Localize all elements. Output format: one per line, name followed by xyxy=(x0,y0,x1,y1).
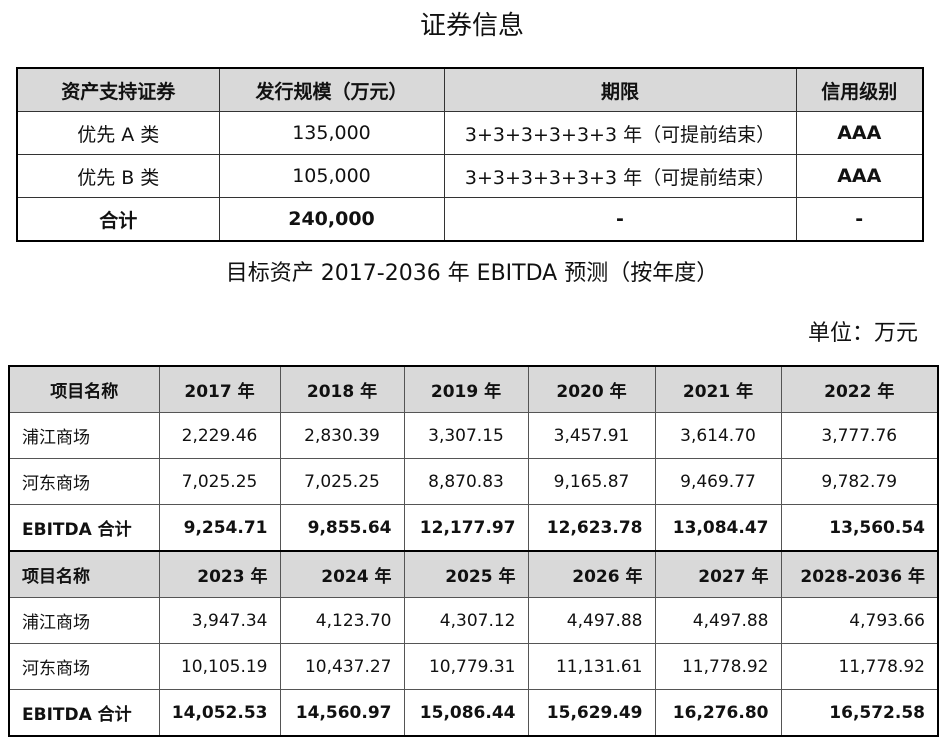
security-name: 优先 B 类 xyxy=(16,154,220,198)
row-label: 河东商场 xyxy=(8,643,160,690)
unit-label: 单位：万元 xyxy=(807,321,918,346)
table-header-row: 项目名称 2017 年 2018 年 2019 年 2020 年 2021 年 … xyxy=(8,365,939,413)
issue-size: 105,000 xyxy=(218,154,445,198)
table-cell: 11,778.92 xyxy=(780,643,939,690)
table-cell: 12,177.97 xyxy=(403,504,529,552)
column-header: 2028-2036 年 xyxy=(780,550,939,598)
table-cell: 16,276.80 xyxy=(654,689,782,737)
total-row: 合计 240,000 - - xyxy=(16,197,924,242)
table-cell: 10,105.19 xyxy=(158,643,281,690)
column-header: 项目名称 xyxy=(8,550,160,598)
table-cell: 3,457.91 xyxy=(527,412,656,459)
table-cell: 2,830.39 xyxy=(279,412,405,459)
column-header: 2021 年 xyxy=(654,365,782,413)
table-cell: 9,855.64 xyxy=(279,504,405,552)
table-cell: 12,623.78 xyxy=(527,504,656,552)
table-row: 浦江商场 2,229.46 2,830.39 3,307.15 3,457.91… xyxy=(8,412,939,459)
table-header-row: 项目名称 2023 年 2024 年 2025 年 2026 年 2027 年 … xyxy=(8,550,939,598)
table-row: 优先 B 类 105,000 3+3+3+3+3+3 年（可提前结束） AAA xyxy=(16,154,924,198)
column-header: 发行规模（万元） xyxy=(218,67,445,112)
table-header-row: 资产支持证券 发行规模（万元） 期限 信用级别 xyxy=(16,67,924,112)
table-cell: 3,307.15 xyxy=(403,412,529,459)
row-label: 河东商场 xyxy=(8,458,160,505)
column-header: 信用级别 xyxy=(795,67,924,112)
table-cell: 4,497.88 xyxy=(654,597,782,644)
row-label: EBITDA 合计 xyxy=(8,504,160,552)
total-row: EBITDA 合计 9,254.71 9,855.64 12,177.97 12… xyxy=(8,504,939,552)
table-cell: 9,165.87 xyxy=(527,458,656,505)
table-cell: 9,469.77 xyxy=(654,458,782,505)
credit-rating: AAA xyxy=(795,111,924,155)
column-header: 2025 年 xyxy=(403,550,529,598)
table-cell: 15,086.44 xyxy=(403,689,529,737)
table-cell: 8,870.83 xyxy=(403,458,529,505)
table-cell: 11,778.92 xyxy=(654,643,782,690)
column-header: 2017 年 xyxy=(158,365,281,413)
column-header: 2022 年 xyxy=(780,365,939,413)
row-label: EBITDA 合计 xyxy=(8,689,160,737)
row-label: 浦江商场 xyxy=(8,412,160,459)
ebitda-title: 目标资产 2017-2036 年 EBITDA 预测（按年度） xyxy=(225,261,719,286)
total-row: EBITDA 合计 14,052.53 14,560.97 15,086.44 … xyxy=(8,689,939,737)
term: - xyxy=(443,197,797,242)
table-cell: 3,614.70 xyxy=(654,412,782,459)
security-name: 合计 xyxy=(16,197,220,242)
column-header: 2026 年 xyxy=(527,550,656,598)
term: 3+3+3+3+3+3 年（可提前结束） xyxy=(443,111,797,155)
table-cell: 2,229.46 xyxy=(158,412,281,459)
column-header: 2027 年 xyxy=(654,550,782,598)
table-cell: 13,560.54 xyxy=(780,504,939,552)
table-cell: 3,777.76 xyxy=(780,412,939,459)
table-cell: 10,437.27 xyxy=(279,643,405,690)
table-cell: 4,307.12 xyxy=(403,597,529,644)
row-label: 浦江商场 xyxy=(8,597,160,644)
table-cell: 11,131.61 xyxy=(527,643,656,690)
column-header: 期限 xyxy=(443,67,797,112)
column-header: 资产支持证券 xyxy=(16,67,220,112)
table-cell: 7,025.25 xyxy=(158,458,281,505)
table-cell: 4,793.66 xyxy=(780,597,939,644)
column-header: 2018 年 xyxy=(279,365,405,413)
table-cell: 9,782.79 xyxy=(780,458,939,505)
column-header: 2020 年 xyxy=(527,365,656,413)
column-header: 2019 年 xyxy=(403,365,529,413)
security-name: 优先 A 类 xyxy=(16,111,220,155)
ebitda-table: 项目名称 2017 年 2018 年 2019 年 2020 年 2021 年 … xyxy=(8,365,939,737)
column-header: 项目名称 xyxy=(8,365,160,413)
table-cell: 15,629.49 xyxy=(527,689,656,737)
issue-size: 135,000 xyxy=(218,111,445,155)
term: 3+3+3+3+3+3 年（可提前结束） xyxy=(443,154,797,198)
table-row: 河东商场 10,105.19 10,437.27 10,779.31 11,13… xyxy=(8,643,939,690)
table-cell: 16,572.58 xyxy=(780,689,939,737)
column-header: 2024 年 xyxy=(279,550,405,598)
table-cell: 9,254.71 xyxy=(158,504,281,552)
credit-rating: - xyxy=(795,197,924,242)
table-cell: 4,123.70 xyxy=(279,597,405,644)
table-cell: 3,947.34 xyxy=(158,597,281,644)
table-row: 浦江商场 3,947.34 4,123.70 4,307.12 4,497.88… xyxy=(8,597,939,644)
securities-table: 资产支持证券 发行规模（万元） 期限 信用级别 优先 A 类 135,000 3… xyxy=(16,67,924,242)
table-cell: 14,560.97 xyxy=(279,689,405,737)
table-cell: 13,084.47 xyxy=(654,504,782,552)
table-cell: 7,025.25 xyxy=(279,458,405,505)
table-cell: 14,052.53 xyxy=(158,689,281,737)
column-header: 2023 年 xyxy=(158,550,281,598)
issue-size: 240,000 xyxy=(218,197,445,242)
table-cell: 10,779.31 xyxy=(403,643,529,690)
table-cell: 4,497.88 xyxy=(527,597,656,644)
credit-rating: AAA xyxy=(795,154,924,198)
table-row: 河东商场 7,025.25 7,025.25 8,870.83 9,165.87… xyxy=(8,458,939,505)
table-row: 优先 A 类 135,000 3+3+3+3+3+3 年（可提前结束） AAA xyxy=(16,111,924,155)
securities-title: 证券信息 xyxy=(419,11,524,41)
